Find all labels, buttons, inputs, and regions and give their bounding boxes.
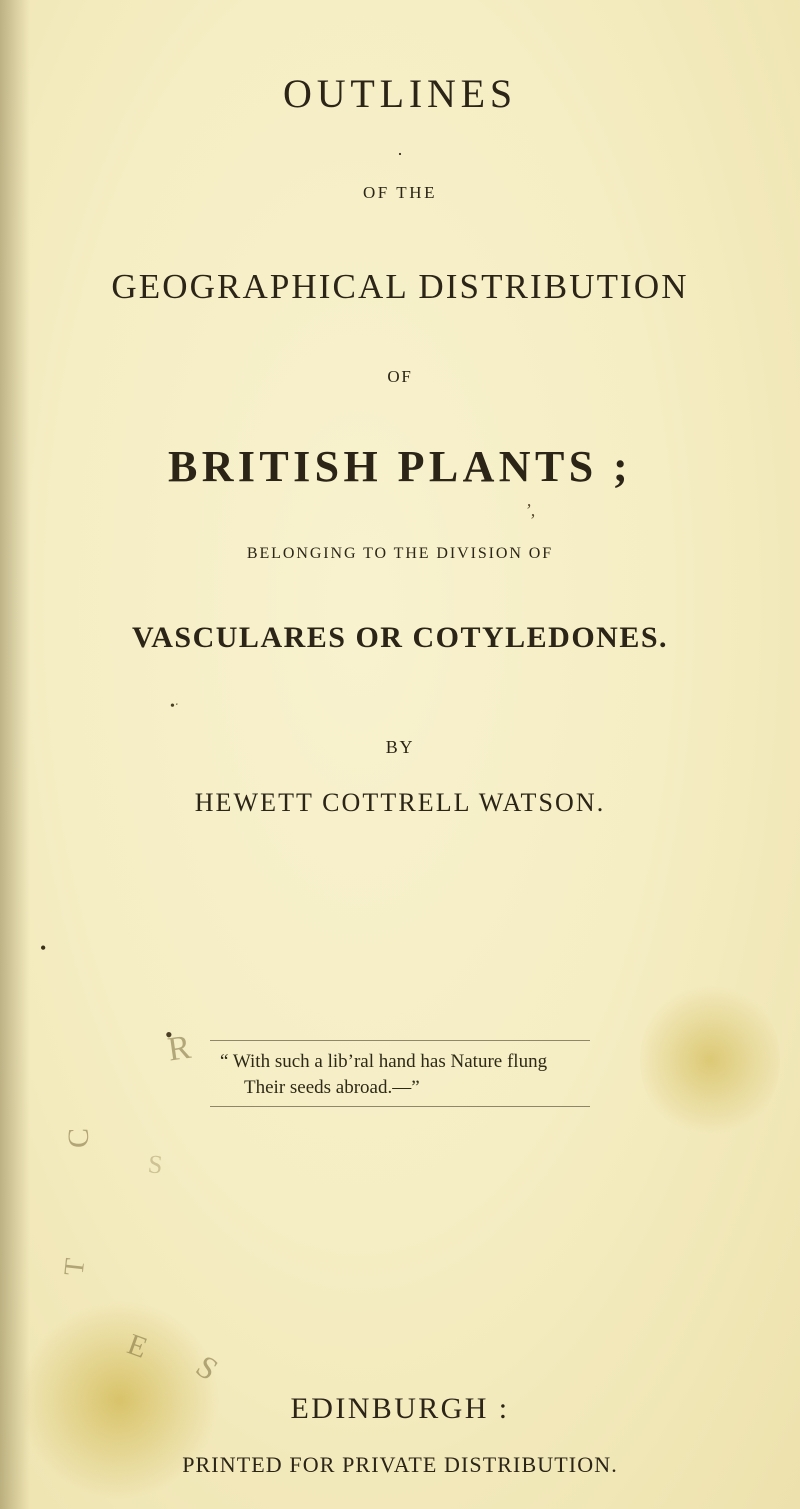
rule-line	[210, 1040, 590, 1041]
author-name: HEWETT COTTRELL WATSON.	[60, 788, 740, 818]
epigraph-line-2: Their seeds abroad.—”	[220, 1075, 580, 1101]
title-geographical-distribution: GEOGRAPHICAL DISTRIBUTION	[60, 267, 740, 307]
ornament-small-dot: •ˑ	[60, 699, 740, 715]
epigraph-quote: “ With such a lib’ral hand has Nature fl…	[220, 1049, 580, 1100]
title-vasculares: VASCULARES OR COTYLEDONES.	[60, 621, 740, 655]
label-by: BY	[60, 737, 740, 758]
subtitle-of-the: OF THE	[60, 183, 740, 203]
imprint-line: PRINTED FOR PRIVATE DISTRIBUTION.	[0, 1452, 800, 1478]
ornament-tick: ’,	[60, 500, 740, 521]
ornament-bullet: •	[40, 938, 46, 959]
title-page: OUTLINES · OF THE GEOGRAPHICAL DISTRIBUT…	[0, 0, 800, 1509]
title-outlines: OUTLINES	[60, 70, 740, 117]
subtitle-of: OF	[60, 367, 740, 387]
subtitle-belonging: BELONGING TO THE DIVISION OF	[60, 545, 740, 563]
ornament-asterisk: •	[165, 1022, 173, 1048]
rule-line	[210, 1106, 590, 1107]
imprint-city: EDINBURGH :	[0, 1392, 800, 1426]
epigraph-block: • “ With such a lib’ral hand has Nature …	[60, 1040, 580, 1107]
epigraph-line-1: “ With such a lib’ral hand has Nature fl…	[220, 1049, 580, 1075]
ornament-dot: ·	[60, 145, 740, 163]
title-british-plants: BRITISH PLANTS ;	[60, 441, 740, 492]
